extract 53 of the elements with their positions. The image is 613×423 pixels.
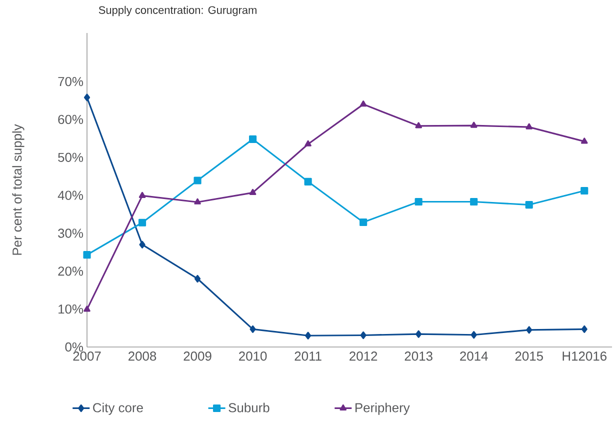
point <box>249 135 257 143</box>
x-tick-label: 2008 <box>128 352 156 361</box>
x-tick-label: 2013 <box>404 352 432 361</box>
x-tick-label: 2015 <box>515 352 543 361</box>
point <box>304 140 312 146</box>
point <box>83 251 91 259</box>
legend-label: Periphery <box>356 402 410 415</box>
point <box>360 331 366 340</box>
point <box>194 198 201 204</box>
point <box>525 201 533 209</box>
point <box>415 122 422 128</box>
point <box>416 330 422 338</box>
point <box>470 122 478 128</box>
point <box>414 198 422 206</box>
y-tick-label: 20% <box>58 266 84 276</box>
x-tick-label: H12016 <box>562 352 606 361</box>
point <box>360 100 367 107</box>
y-axis-title: Per cent of total supply <box>12 124 24 255</box>
y-tick-label: 10% <box>58 304 84 314</box>
point <box>580 138 588 144</box>
point <box>526 123 532 130</box>
point <box>304 178 312 186</box>
point <box>249 188 256 195</box>
y-tick-label: 0% <box>65 342 84 352</box>
point <box>526 326 532 334</box>
legend-label: Suburb <box>228 402 270 412</box>
point <box>470 331 477 339</box>
x-tick-label: 2009 <box>184 352 212 361</box>
x-tick-label: 2007 <box>73 352 101 361</box>
point <box>580 186 588 195</box>
point <box>84 306 90 312</box>
point <box>194 274 201 283</box>
x-tick-label: 2010 <box>239 352 267 361</box>
point <box>138 192 146 198</box>
x-tick-label: 2014 <box>460 352 488 361</box>
y-tick-label: 50% <box>58 152 84 162</box>
point <box>84 94 90 102</box>
point <box>138 218 146 226</box>
y-tick-label: 60% <box>58 114 84 124</box>
y-tick-label: 30% <box>58 228 84 238</box>
y-tick-label: 40% <box>58 190 84 200</box>
point <box>470 198 478 206</box>
point <box>360 218 368 226</box>
point <box>581 325 588 333</box>
point <box>194 176 202 184</box>
y-tick-label: 70% <box>58 76 84 86</box>
legend-label: City core <box>93 402 143 415</box>
point <box>139 240 146 248</box>
point <box>305 332 312 340</box>
chart-title: Supply concentration: Gurugram <box>98 6 256 16</box>
x-tick-label: 2011 <box>294 352 322 361</box>
x-tick-label: 2012 <box>350 352 378 361</box>
point <box>250 325 256 333</box>
